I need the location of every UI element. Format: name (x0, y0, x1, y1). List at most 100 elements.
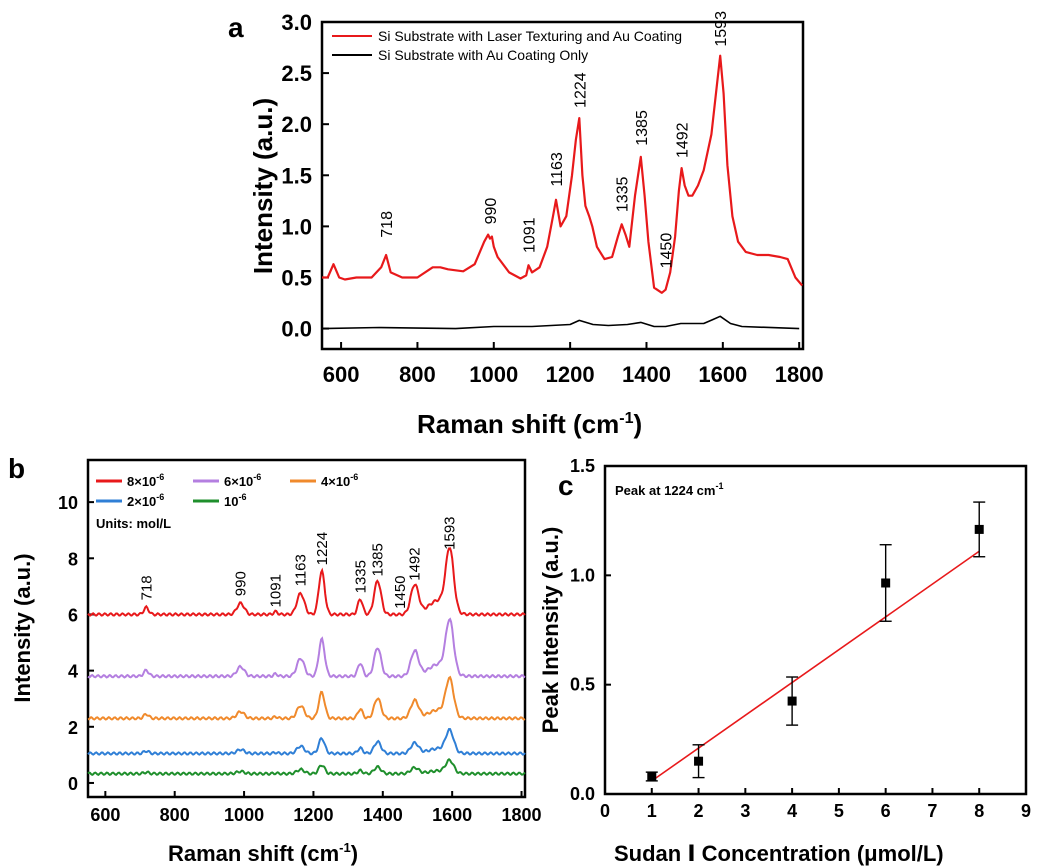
data-point (787, 696, 797, 706)
data-point (974, 524, 984, 534)
peak-annotation: 1593 (442, 516, 459, 549)
panel-a-y-ticks: 0.0 0.5 1.0 1.5 2.0 2.5 3.0 (281, 10, 329, 342)
data-point (647, 772, 657, 782)
panel-c-ylabel: Peak Intensity (a.u.) (538, 527, 563, 734)
peak-annotation: 1224 (314, 532, 331, 565)
x-tick-label: 800 (160, 805, 190, 825)
panel-b-x-ticks: 600 800 1000 1200 1400 1600 1800 (90, 791, 542, 825)
peak-annotation: 1163 (549, 152, 566, 187)
panel-c-x-ticks: 0 1 2 3 4 5 6 7 8 9 (600, 788, 1031, 821)
x-tick-label: 1400 (622, 362, 671, 387)
peak-annotation: 1163 (293, 554, 310, 586)
x-tick-label: 4 (787, 801, 797, 821)
y-tick-label: 6 (68, 605, 78, 625)
legend-label-au: Si Substrate with Au Coating Only (378, 47, 588, 63)
peak-annotation: 1091 (268, 574, 285, 607)
panel-a-letter: a (228, 12, 244, 43)
panel-b-legend: 8×10-6 6×10-6 4×10-6 2×10-6 10-6 Units: … (96, 472, 358, 531)
x-tick-label: 1600 (698, 362, 747, 387)
y-tick-label: 0 (68, 774, 78, 794)
panel-c-frame (603, 464, 1028, 796)
series-line-1 (321, 315, 800, 330)
y-tick-label: 0.0 (281, 317, 312, 342)
x-tick-label: 600 (323, 362, 360, 387)
x-tick-label: 1200 (546, 362, 595, 387)
y-tick-label: 0.5 (570, 675, 595, 695)
x-tick-label: 3 (740, 801, 750, 821)
panel-b-frame (86, 458, 527, 799)
y-tick-label: 1.5 (281, 163, 312, 188)
panel-a-series (321, 54, 804, 330)
y-tick-label: 2 (68, 718, 78, 738)
fit-line (651, 550, 980, 782)
data-point (694, 756, 704, 766)
panel-b-series (87, 547, 526, 776)
series-line-2 (87, 675, 526, 721)
x-tick-label: 1600 (432, 805, 472, 825)
series-line-1 (87, 617, 526, 679)
series-line-0 (322, 54, 804, 294)
y-tick-label: 1.0 (281, 214, 312, 239)
y-tick-label: 2.5 (281, 61, 312, 86)
peak-annotation: 1492 (407, 547, 424, 580)
peak-annotation: 1593 (713, 11, 730, 47)
x-tick-label: 8 (974, 801, 984, 821)
x-tick-label: 0 (600, 801, 610, 821)
panel-a: a 600 800 1000 1200 1400 1600 1800 0.0 0.5 1.0 1.… (228, 10, 824, 439)
x-tick-label: 1000 (224, 805, 264, 825)
panel-a-x-ticks: 600 800 1000 1200 1400 1600 1800 (323, 342, 824, 387)
x-tick-label: 9 (1021, 801, 1031, 821)
peak-annotation: 1385 (634, 110, 651, 146)
panel-a-frame (320, 20, 805, 351)
legend-label-2e-6: 2×10-6 (127, 492, 164, 509)
panel-b-ylabel: Intensity (a.u.) (10, 553, 35, 702)
series-line-0 (87, 547, 526, 617)
peak-annotation: 1450 (659, 233, 676, 269)
panel-b-units-note: Units: mol/L (96, 516, 171, 531)
data-point (881, 578, 891, 588)
series-line-3 (87, 727, 526, 756)
series-line-4 (87, 757, 526, 776)
peak-annotation: 1492 (675, 122, 692, 158)
panel-b-y-ticks: 0 2 4 6 8 10 (58, 493, 94, 794)
panel-a-xlabel: Raman shift (cm-1) (417, 409, 642, 439)
peak-annotation: 1335 (615, 176, 632, 212)
y-tick-label: 1.0 (570, 565, 595, 585)
panel-c-note: Peak at 1224 cm-1 (615, 481, 723, 498)
legend-label-6e-6: 6×10-6 (224, 472, 261, 489)
x-tick-label: 800 (399, 362, 436, 387)
x-tick-label: 1000 (469, 362, 518, 387)
legend-label-8e-6: 8×10-6 (127, 472, 164, 489)
panel-c-letter: c (558, 470, 574, 501)
peak-annotation: 1224 (572, 72, 589, 108)
y-tick-label: 10 (58, 493, 78, 513)
x-tick-label: 1800 (775, 362, 824, 387)
y-tick-label: 2.0 (281, 112, 312, 137)
y-tick-label: 1.5 (570, 456, 595, 476)
y-tick-label: 8 (68, 549, 78, 569)
panel-b: b 600 800 1000 1200 1400 1600 1800 0 2 4 6 8 10 718… (8, 453, 542, 866)
panel-c-points (645, 501, 986, 782)
peak-annotation: 990 (233, 571, 250, 596)
panel-a-annotations: 718 990 1091 1163 1224 1335 1385 1450 1492 1593 (379, 11, 730, 268)
x-tick-label: 7 (927, 801, 937, 821)
peak-annotation: 1450 (392, 575, 409, 608)
legend-label-4e-6: 4×10-6 (321, 472, 358, 489)
y-tick-label: 0.0 (570, 784, 595, 804)
panel-b-xlabel: Raman shift (cm-1) (168, 840, 358, 866)
peak-annotation: 1385 (370, 543, 387, 576)
peak-annotation: 990 (483, 198, 500, 225)
x-tick-label: 2 (694, 801, 704, 821)
panel-c-y-ticks: 0.0 0.5 1.0 1.5 (570, 456, 611, 804)
x-tick-label: 1800 (502, 805, 542, 825)
panel-c-xlabel: Sudan Ⅰ Concentration (μmol/L) (614, 841, 944, 866)
peak-annotation: 718 (379, 211, 396, 238)
x-tick-label: 5 (834, 801, 844, 821)
legend-label-laser: Si Substrate with Laser Texturing and Au… (378, 28, 682, 44)
y-tick-label: 3.0 (281, 10, 312, 35)
x-tick-label: 1 (647, 801, 657, 821)
panel-c: c Peak at 1224 cm-1 0 1 2 3 4 5 6 7 8 9 0.0 0.5 1.0… (538, 456, 1031, 866)
peak-annotation: 1091 (522, 217, 539, 253)
y-tick-label: 0.5 (281, 265, 312, 290)
